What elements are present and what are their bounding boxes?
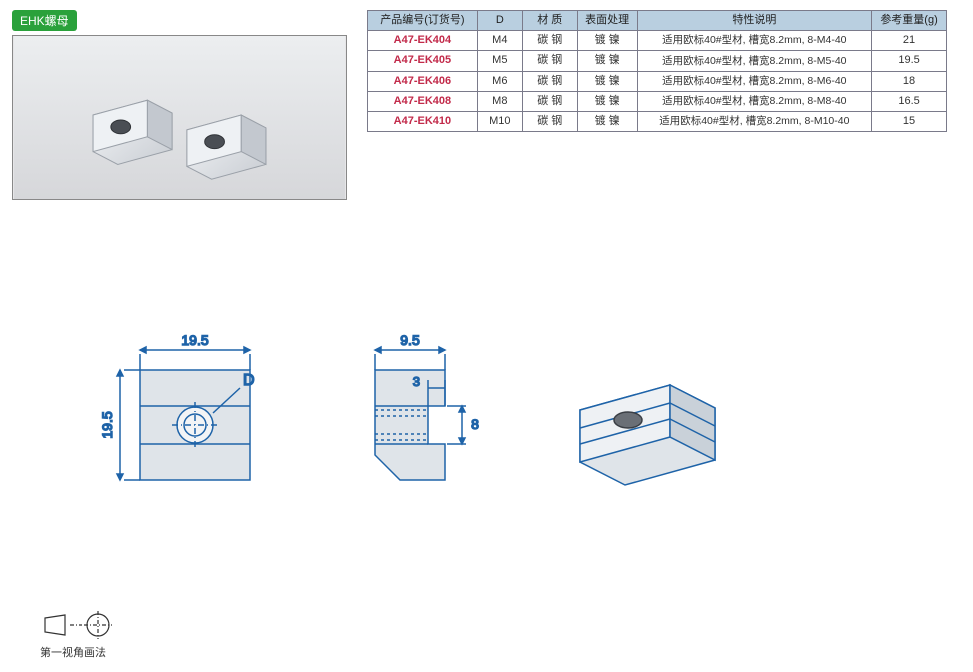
cell-mat: 碳 钢 — [522, 111, 577, 131]
dim-step: 3 — [413, 374, 420, 389]
cell-desc: 适用欧标40#型材, 槽宽8.2mm, 8-M6-40 — [637, 71, 872, 91]
table-row: A47-EK404M4碳 钢镀 镍适用欧标40#型材, 槽宽8.2mm, 8-M… — [368, 31, 947, 51]
cell-surf: 镀 镍 — [577, 111, 637, 131]
cell-d: M8 — [477, 91, 522, 111]
cell-wt: 16.5 — [872, 91, 947, 111]
cell-pn: A47-EK410 — [368, 111, 478, 131]
dim-front-height: 19.5 — [99, 411, 115, 438]
dim-side-width: 9.5 — [400, 332, 420, 348]
spec-table: 产品编号(订货号)D材 质表面处理特性说明参考重量(g)A47-EK404M4碳… — [367, 10, 947, 132]
projection-note: 第一视角画法 — [40, 610, 130, 660]
cell-wt: 19.5 — [872, 51, 947, 71]
cell-pn: A47-EK406 — [368, 71, 478, 91]
dim-d-label: D — [243, 372, 255, 389]
table-row: A47-EK405M5碳 钢镀 镍适用欧标40#型材, 槽宽8.2mm, 8-M… — [368, 51, 947, 71]
dim-front-width: 19.5 — [181, 332, 208, 348]
cell-desc: 适用欧标40#型材, 槽宽8.2mm, 8-M10-40 — [637, 111, 872, 131]
badge: EHK螺母 — [12, 10, 77, 31]
cell-d: M10 — [477, 111, 522, 131]
cell-pn: A47-EK404 — [368, 31, 478, 51]
th-0: 产品编号(订货号) — [368, 11, 478, 31]
cell-wt: 15 — [872, 111, 947, 131]
cell-surf: 镀 镍 — [577, 91, 637, 111]
table-row: A47-EK410M10碳 钢镀 镍适用欧标40#型材, 槽宽8.2mm, 8-… — [368, 111, 947, 131]
table-row: A47-EK406M6碳 钢镀 镍适用欧标40#型材, 槽宽8.2mm, 8-M… — [368, 71, 947, 91]
cell-d: M6 — [477, 71, 522, 91]
th-3: 表面处理 — [577, 11, 637, 31]
th-1: D — [477, 11, 522, 31]
cell-desc: 适用欧标40#型材, 槽宽8.2mm, 8-M8-40 — [637, 91, 872, 111]
cell-mat: 碳 钢 — [522, 91, 577, 111]
cell-d: M4 — [477, 31, 522, 51]
cell-desc: 适用欧标40#型材, 槽宽8.2mm, 8-M5-40 — [637, 51, 872, 71]
cell-surf: 镀 镍 — [577, 71, 637, 91]
cell-pn: A47-EK405 — [368, 51, 478, 71]
cell-surf: 镀 镍 — [577, 31, 637, 51]
projection-label: 第一视角画法 — [40, 644, 130, 660]
cell-pn: A47-EK408 — [368, 91, 478, 111]
cell-d: M5 — [477, 51, 522, 71]
cell-wt: 18 — [872, 71, 947, 91]
cell-desc: 适用欧标40#型材, 槽宽8.2mm, 8-M4-40 — [637, 31, 872, 51]
th-4: 特性说明 — [637, 11, 872, 31]
th-5: 参考重量(g) — [872, 11, 947, 31]
table-row: A47-EK408M8碳 钢镀 镍适用欧标40#型材, 槽宽8.2mm, 8-M… — [368, 91, 947, 111]
cell-surf: 镀 镍 — [577, 51, 637, 71]
cell-mat: 碳 钢 — [522, 71, 577, 91]
cell-wt: 21 — [872, 31, 947, 51]
product-photo — [12, 35, 347, 200]
engineering-drawings: 19.5 19.5 D — [0, 310, 973, 570]
cell-mat: 碳 钢 — [522, 31, 577, 51]
dim-slot: 8 — [471, 416, 479, 432]
th-2: 材 质 — [522, 11, 577, 31]
cell-mat: 碳 钢 — [522, 51, 577, 71]
